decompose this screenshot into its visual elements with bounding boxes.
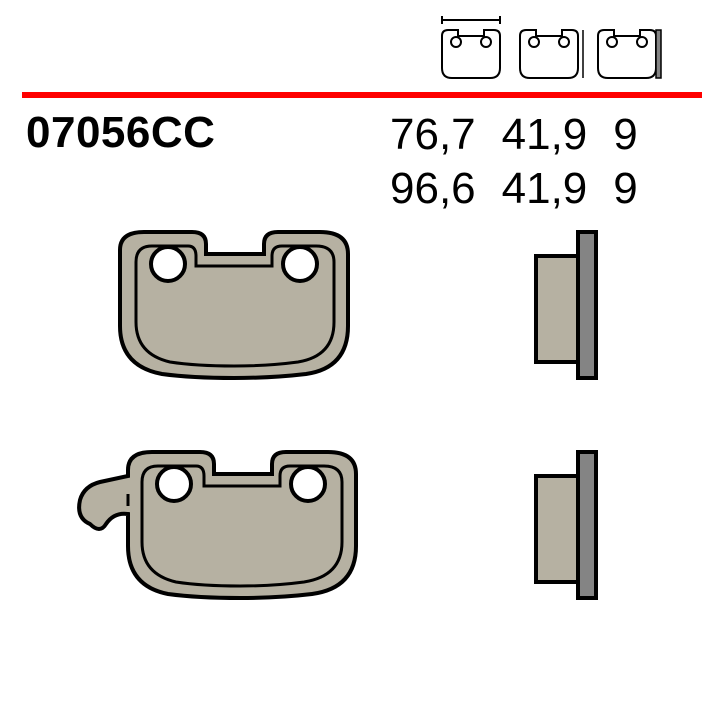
dim-c: 9 xyxy=(613,110,661,162)
divider-line xyxy=(22,92,702,98)
front-view-pads xyxy=(72,226,492,661)
top-pad-front xyxy=(120,232,348,378)
dimension-table: 76,7 41,9 9 96,6 41,9 9 xyxy=(388,108,664,218)
dim-b: 41,9 xyxy=(502,110,612,162)
header-row xyxy=(0,12,724,90)
thickness-icon xyxy=(592,12,662,82)
height-icon xyxy=(514,12,584,82)
product-diagram-page: 07056CC 76,7 41,9 9 96,6 41,9 9 xyxy=(0,0,724,724)
width-icon xyxy=(436,12,506,82)
dimension-icons xyxy=(436,12,662,82)
dim-a: 76,7 xyxy=(390,110,500,162)
dimension-row: 76,7 41,9 9 xyxy=(390,110,662,162)
dim-c: 9 xyxy=(613,164,661,216)
part-number: 07056CC xyxy=(26,108,215,157)
dim-a: 96,6 xyxy=(390,164,500,216)
bottom-pad-front xyxy=(79,452,356,598)
bottom-pad-side xyxy=(536,452,596,598)
side-view-pads xyxy=(526,226,626,661)
specifications: 07056CC 76,7 41,9 9 96,6 41,9 9 xyxy=(26,108,706,158)
top-pad-side xyxy=(536,232,596,378)
dim-b: 41,9 xyxy=(502,164,612,216)
dimension-row: 96,6 41,9 9 xyxy=(390,164,662,216)
